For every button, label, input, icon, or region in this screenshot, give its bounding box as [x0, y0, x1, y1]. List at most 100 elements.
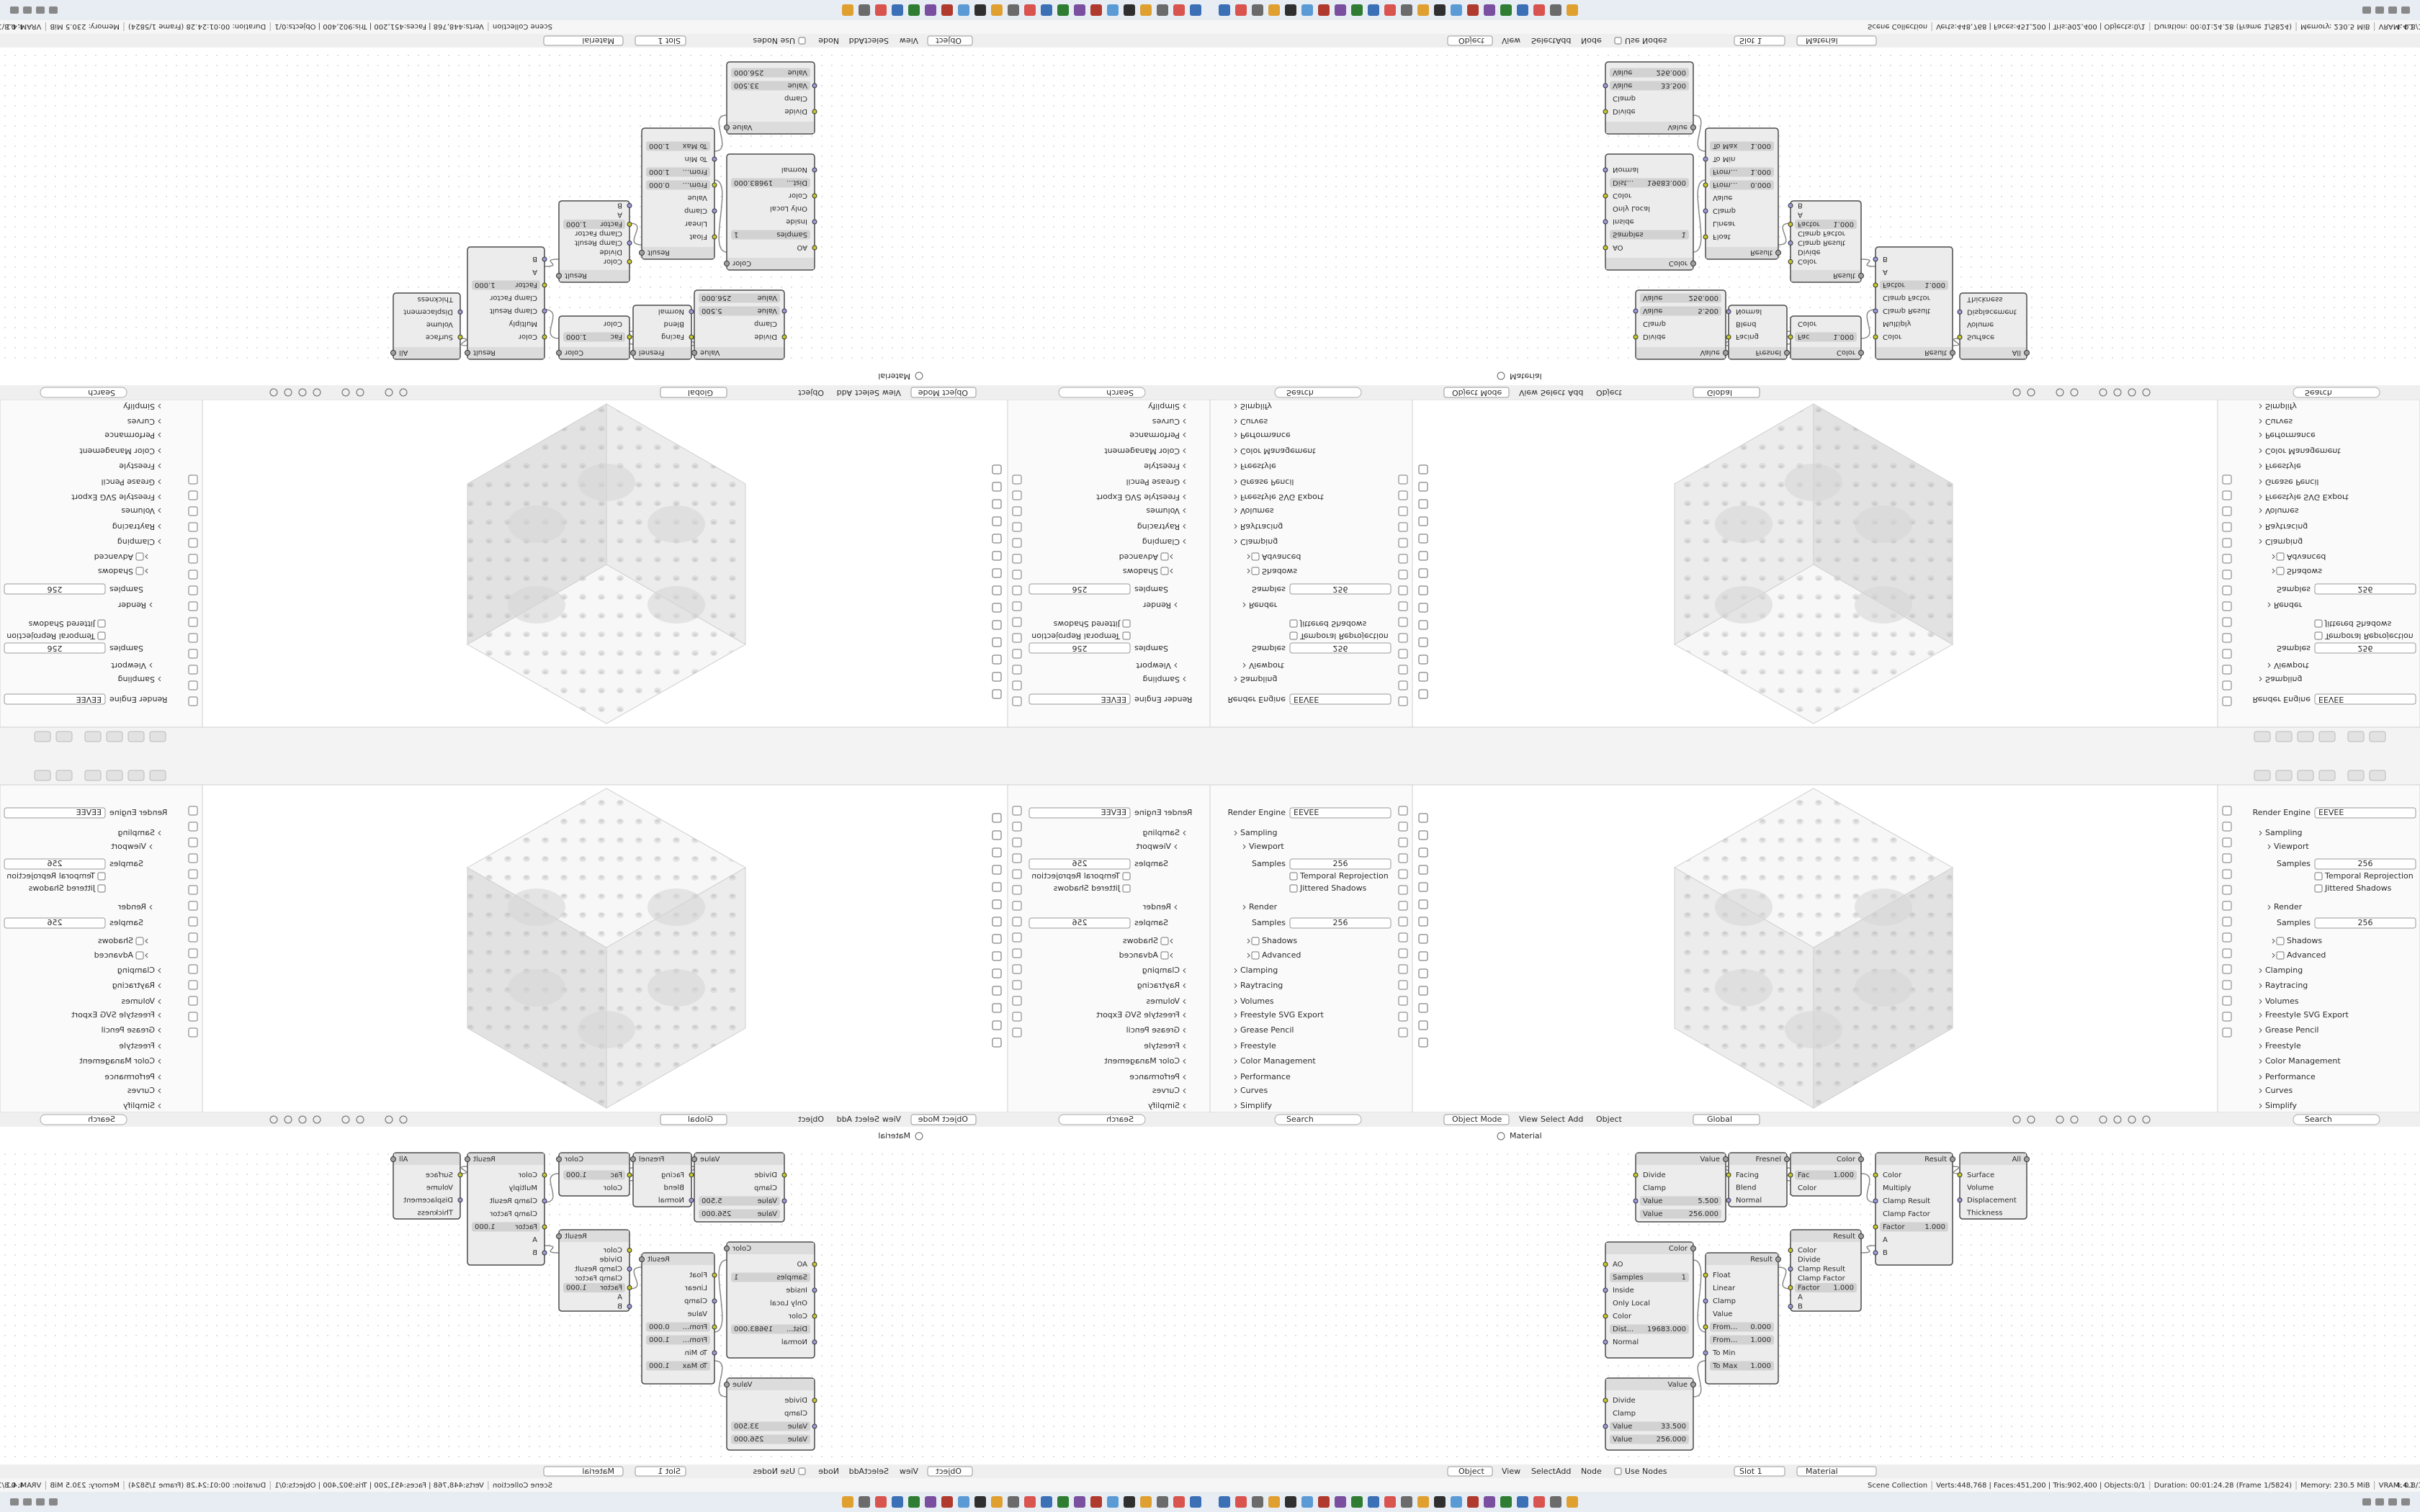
- property-section[interactable]: Sampling: [1143, 675, 1180, 684]
- tool-button[interactable]: [55, 731, 73, 742]
- tool-icon[interactable]: [1418, 986, 1428, 996]
- header-icon[interactable]: [385, 388, 393, 397]
- disclosure-arrow[interactable]: [1234, 830, 1237, 836]
- taskbar-icon[interactable]: [1484, 4, 1495, 16]
- checkbox[interactable]: [2276, 567, 2285, 575]
- disclosure-arrow[interactable]: [1183, 830, 1186, 836]
- property-section[interactable]: Raytracing: [2265, 981, 2308, 990]
- property-section[interactable]: Shadows: [2287, 567, 2322, 576]
- property-tab-icon[interactable]: [1398, 665, 1408, 675]
- property-tab-icon[interactable]: [1398, 869, 1408, 879]
- menu-item[interactable]: Add: [837, 1115, 852, 1124]
- property-section[interactable]: Clamping: [117, 966, 155, 975]
- taskbar-icon[interactable]: [1384, 1496, 1396, 1508]
- disclosure-arrow[interactable]: [1170, 568, 1173, 574]
- property-section[interactable]: Freestyle SVG Export: [71, 492, 155, 502]
- menu-item[interactable]: View: [1519, 1115, 1538, 1124]
- property-section[interactable]: Freestyle SVG Export: [1096, 1010, 1180, 1020]
- node-field[interactable]: [1610, 1434, 1689, 1444]
- tool-icon[interactable]: [992, 568, 1002, 578]
- property-tab-icon[interactable]: [2222, 822, 2232, 832]
- disclosure-arrow[interactable]: [1183, 463, 1186, 469]
- header-icon[interactable]: [2142, 1115, 2151, 1124]
- disclosure-arrow[interactable]: [2259, 448, 2262, 454]
- property-tab-icon[interactable]: [1398, 837, 1408, 847]
- checkbox[interactable]: [97, 619, 106, 628]
- property-section[interactable]: Color Management: [79, 1056, 155, 1066]
- property-section[interactable]: Shadows: [1123, 567, 1158, 576]
- editor-dropdown[interactable]: [1447, 35, 1493, 46]
- property-tab-icon[interactable]: [1012, 538, 1022, 548]
- property-tab-icon[interactable]: [188, 649, 198, 659]
- property-section[interactable]: Clamping: [1142, 537, 1180, 546]
- tool-button[interactable]: [149, 731, 166, 742]
- property-field[interactable]: [4, 807, 106, 819]
- taskbar-icon[interactable]: [1090, 1496, 1102, 1508]
- property-section[interactable]: Simplify: [2265, 402, 2298, 411]
- property-tab-icon[interactable]: [2222, 806, 2232, 816]
- header-icon[interactable]: [269, 388, 278, 397]
- node-field[interactable]: [1610, 68, 1689, 78]
- taskbar-icon[interactable]: [908, 4, 920, 16]
- taskbar-icon[interactable]: [1517, 4, 1528, 16]
- property-section[interactable]: Simplify: [122, 1101, 155, 1110]
- disclosure-arrow[interactable]: [145, 568, 148, 574]
- menu-item[interactable]: Select: [864, 36, 889, 45]
- disclosure-arrow[interactable]: [1183, 523, 1186, 529]
- property-field[interactable]: [4, 693, 106, 705]
- disclosure-arrow[interactable]: [2259, 463, 2262, 469]
- property-tab-icon[interactable]: [1012, 490, 1022, 500]
- disclosure-arrow[interactable]: [1234, 968, 1237, 973]
- tool-button[interactable]: [55, 770, 73, 781]
- node[interactable]: Color AO Samples 1 Inside Only Local Color Dist…: [724, 1241, 817, 1359]
- property-section[interactable]: Color Management: [1240, 446, 1316, 456]
- property-section[interactable]: Freestyle SVG Export: [2265, 492, 2349, 502]
- taskbar-icon[interactable]: [1157, 4, 1168, 16]
- tool-button[interactable]: [34, 731, 51, 742]
- search-field[interactable]: [40, 1114, 127, 1125]
- property-tab-icon[interactable]: [1398, 601, 1408, 611]
- property-section[interactable]: Clamping: [1240, 537, 1278, 546]
- property-tab-icon[interactable]: [1012, 665, 1022, 675]
- property-field[interactable]: [1289, 917, 1392, 929]
- taskbar-icon[interactable]: [925, 1496, 936, 1508]
- tray-icon[interactable]: [23, 1498, 32, 1506]
- property-tab-icon[interactable]: [1012, 853, 1022, 863]
- tool-icon[interactable]: [992, 934, 1002, 944]
- tool-icon[interactable]: [1418, 534, 1428, 544]
- tray-icon[interactable]: [2375, 1498, 2384, 1506]
- property-tab-icon[interactable]: [2222, 585, 2232, 595]
- disclosure-arrow[interactable]: [1234, 494, 1237, 500]
- tool-icon[interactable]: [1418, 654, 1428, 665]
- header-icon[interactable]: [385, 1115, 393, 1124]
- disclosure-arrow[interactable]: [1234, 432, 1237, 438]
- property-section[interactable]: Render: [1142, 902, 1171, 912]
- tool-icon[interactable]: [992, 620, 1002, 630]
- tool-icon[interactable]: [1418, 917, 1428, 927]
- node[interactable]: Result Color Multiply Clamp Result Clamp Fac…: [465, 246, 547, 360]
- checkbox[interactable]: [1160, 951, 1169, 960]
- editor-dropdown[interactable]: [927, 35, 973, 46]
- taskbar-icon[interactable]: [1335, 1496, 1346, 1508]
- property-tab-icon[interactable]: [188, 601, 198, 611]
- disclosure-arrow[interactable]: [158, 1103, 161, 1109]
- property-tab-icon[interactable]: [1398, 806, 1408, 816]
- property-tab-icon[interactable]: [188, 917, 198, 927]
- property-tab-icon[interactable]: [2222, 538, 2232, 548]
- tool-icon[interactable]: [1418, 499, 1428, 509]
- disclosure-arrow[interactable]: [1183, 983, 1186, 989]
- material-label[interactable]: Material: [582, 36, 614, 45]
- property-section[interactable]: Simplify: [2265, 1101, 2298, 1110]
- taskbar-icon[interactable]: [1550, 4, 1561, 16]
- menu-item[interactable]: Node: [1581, 36, 1602, 45]
- header-icon[interactable]: [2070, 1115, 2079, 1124]
- disclosure-arrow[interactable]: [2259, 403, 2262, 409]
- header-icon[interactable]: [298, 1115, 307, 1124]
- tool-button[interactable]: [2275, 770, 2293, 781]
- property-section[interactable]: Color Management: [1104, 1056, 1180, 1066]
- header-icon[interactable]: [2128, 388, 2136, 397]
- property-section[interactable]: Raytracing: [1137, 981, 1180, 990]
- property-section[interactable]: Sampling: [1240, 828, 1278, 837]
- taskbar-icon[interactable]: [1107, 1496, 1119, 1508]
- disclosure-arrow[interactable]: [1183, 494, 1186, 500]
